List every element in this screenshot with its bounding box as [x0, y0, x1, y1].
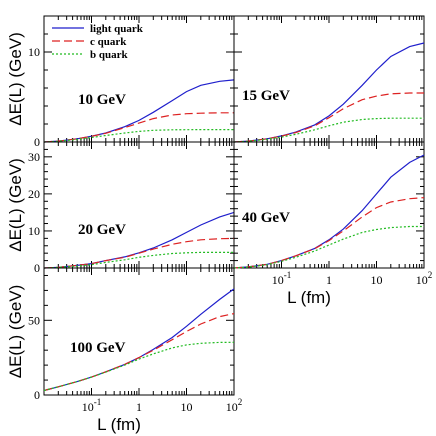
- x-tick-label: 1: [326, 273, 332, 287]
- y-tick-label: 0: [34, 388, 40, 402]
- series-line-c-quark: [43, 237, 235, 269]
- x-tick-label-base: 10: [181, 400, 193, 414]
- series-line-b-quark: [43, 129, 234, 143]
- x-tick-label-exponent: 2: [238, 397, 243, 407]
- x-tick-label: 1: [136, 400, 142, 414]
- x-tick-label: 102: [226, 397, 243, 414]
- legend-label: light quark: [90, 23, 144, 35]
- series-line-light-quark: [43, 211, 235, 269]
- x-tick-label: 102: [416, 270, 433, 287]
- legend-label: c quark: [90, 36, 127, 48]
- panel-frame: [43, 141, 235, 269]
- y-axis-title: ΔE(L) (GeV): [6, 32, 25, 126]
- x-tick-label-exponent: -1: [94, 397, 102, 407]
- y-tick-label: 10: [28, 45, 40, 59]
- y-tick-label: 0: [34, 135, 40, 149]
- x-tick-label: 10: [371, 273, 383, 287]
- series-line-b-quark: [233, 117, 424, 143]
- panel-label: 100 GeV: [70, 340, 126, 356]
- x-tick-label-base: 10: [416, 273, 428, 287]
- x-tick-label-base: 10: [82, 400, 94, 414]
- panel-label: 20 GeV: [78, 222, 126, 238]
- series-line-light-quark: [43, 79, 235, 143]
- x-tick-label-base: 10: [272, 273, 284, 287]
- x-tick-label-base: 10: [226, 400, 238, 414]
- y-tick-label: 50: [28, 313, 40, 327]
- panel-label: 40 GeV: [242, 210, 290, 226]
- panel-label: 10 GeV: [78, 92, 126, 108]
- y-tick-label: 10: [28, 224, 40, 238]
- y-tick-label: 0: [34, 261, 40, 275]
- y-tick-label: 30: [28, 150, 40, 164]
- series-line-c-quark: [233, 197, 425, 269]
- panel-frame: [43, 267, 235, 396]
- panel-frame: [233, 141, 425, 269]
- x-tick-label-base: 1: [326, 273, 332, 287]
- series-line-b-quark: [233, 225, 424, 269]
- series-line-c-quark: [43, 313, 235, 392]
- x-tick-label: 10-1: [272, 270, 292, 287]
- panel-20-gev: 0 10 20 30 20 GeV ΔE(L) (GeV): [6, 141, 235, 275]
- series-line-c-quark: [233, 92, 424, 143]
- x-axis-title: L (fm): [97, 415, 141, 434]
- y-tick-label: 20: [28, 187, 40, 201]
- panel-label: 15 GeV: [242, 88, 290, 104]
- x-tick-label-exponent: -1: [284, 270, 292, 280]
- series-line-b-quark: [43, 341, 235, 392]
- legend-label: b quark: [90, 49, 128, 61]
- x-tick-label-base: 10: [371, 273, 383, 287]
- y-axis-title: ΔE(L) (GeV): [6, 285, 25, 379]
- y-axis-title: ΔE(L) (GeV): [6, 158, 25, 252]
- panel-15-gev: 15 GeV: [233, 15, 425, 143]
- series-line-c-quark: [43, 112, 234, 143]
- x-tick-label: 10: [181, 400, 193, 414]
- series-line-b-quark: [43, 251, 234, 269]
- x-tick-label-exponent: 2: [428, 270, 433, 280]
- x-axis-title: L (fm): [287, 288, 331, 307]
- panel-frame: [233, 15, 425, 143]
- x-tick-label-base: 1: [136, 400, 142, 414]
- x-tick-label: 10-1: [82, 397, 102, 414]
